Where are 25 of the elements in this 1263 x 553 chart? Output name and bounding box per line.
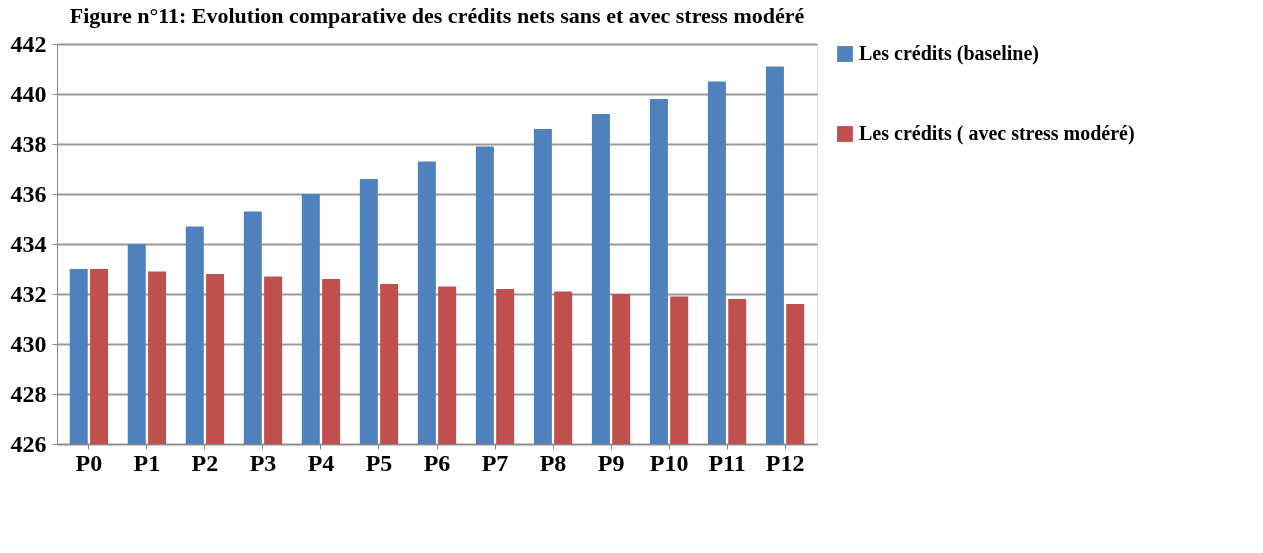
y-tick-label: 426 <box>10 430 47 457</box>
y-tick-label: 440 <box>10 80 47 107</box>
x-tick-label: P4 <box>307 449 335 476</box>
x-tick-label: P7 <box>481 449 509 476</box>
x-tick-label: P6 <box>423 449 451 476</box>
x-tick-label: P0 <box>75 449 103 476</box>
x-tick-label: P3 <box>249 449 277 476</box>
y-tick-label: 434 <box>10 230 47 257</box>
x-tick-label: P8 <box>539 449 567 476</box>
y-tick-label: 428 <box>10 380 47 407</box>
legend-label: Les crédits (baseline) <box>859 42 1039 65</box>
legend-label: Les crédits ( avec stress modéré) <box>859 122 1135 145</box>
x-tick-label: P12 <box>765 449 805 476</box>
y-tick-label: 438 <box>10 130 47 157</box>
x-tick-label: P9 <box>597 449 625 476</box>
x-tick-label: P11 <box>708 449 746 476</box>
x-tick-label: P2 <box>191 449 219 476</box>
chart-title: Figure n°11: Evolution comparative des crédits nets sans et avec stress modéré <box>69 3 805 28</box>
x-tick-label: P5 <box>365 449 393 476</box>
x-tick-label: P10 <box>649 449 689 476</box>
x-tick-label: P1 <box>133 449 161 476</box>
y-tick-label: 430 <box>10 330 47 357</box>
y-tick-label: 436 <box>10 180 47 207</box>
y-tick-label: 432 <box>10 280 47 307</box>
y-tick-label: 442 <box>10 30 47 57</box>
